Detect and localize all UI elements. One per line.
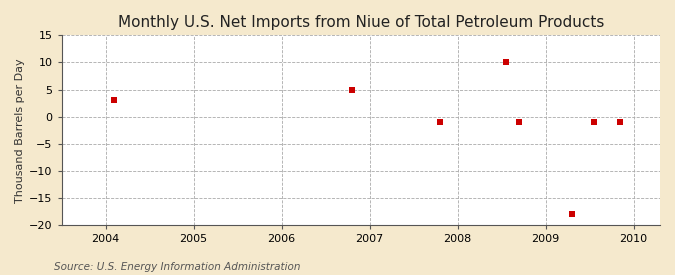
Text: Source: U.S. Energy Information Administration: Source: U.S. Energy Information Administ… bbox=[54, 262, 300, 272]
Point bbox=[109, 98, 120, 103]
Point bbox=[435, 120, 446, 124]
Point bbox=[501, 60, 512, 65]
Point bbox=[566, 212, 577, 216]
Point bbox=[514, 120, 524, 124]
Point bbox=[347, 87, 358, 92]
Point bbox=[589, 120, 599, 124]
Y-axis label: Thousand Barrels per Day: Thousand Barrels per Day bbox=[15, 58, 25, 203]
Title: Monthly U.S. Net Imports from Niue of Total Petroleum Products: Monthly U.S. Net Imports from Niue of To… bbox=[117, 15, 604, 30]
Point bbox=[615, 120, 626, 124]
